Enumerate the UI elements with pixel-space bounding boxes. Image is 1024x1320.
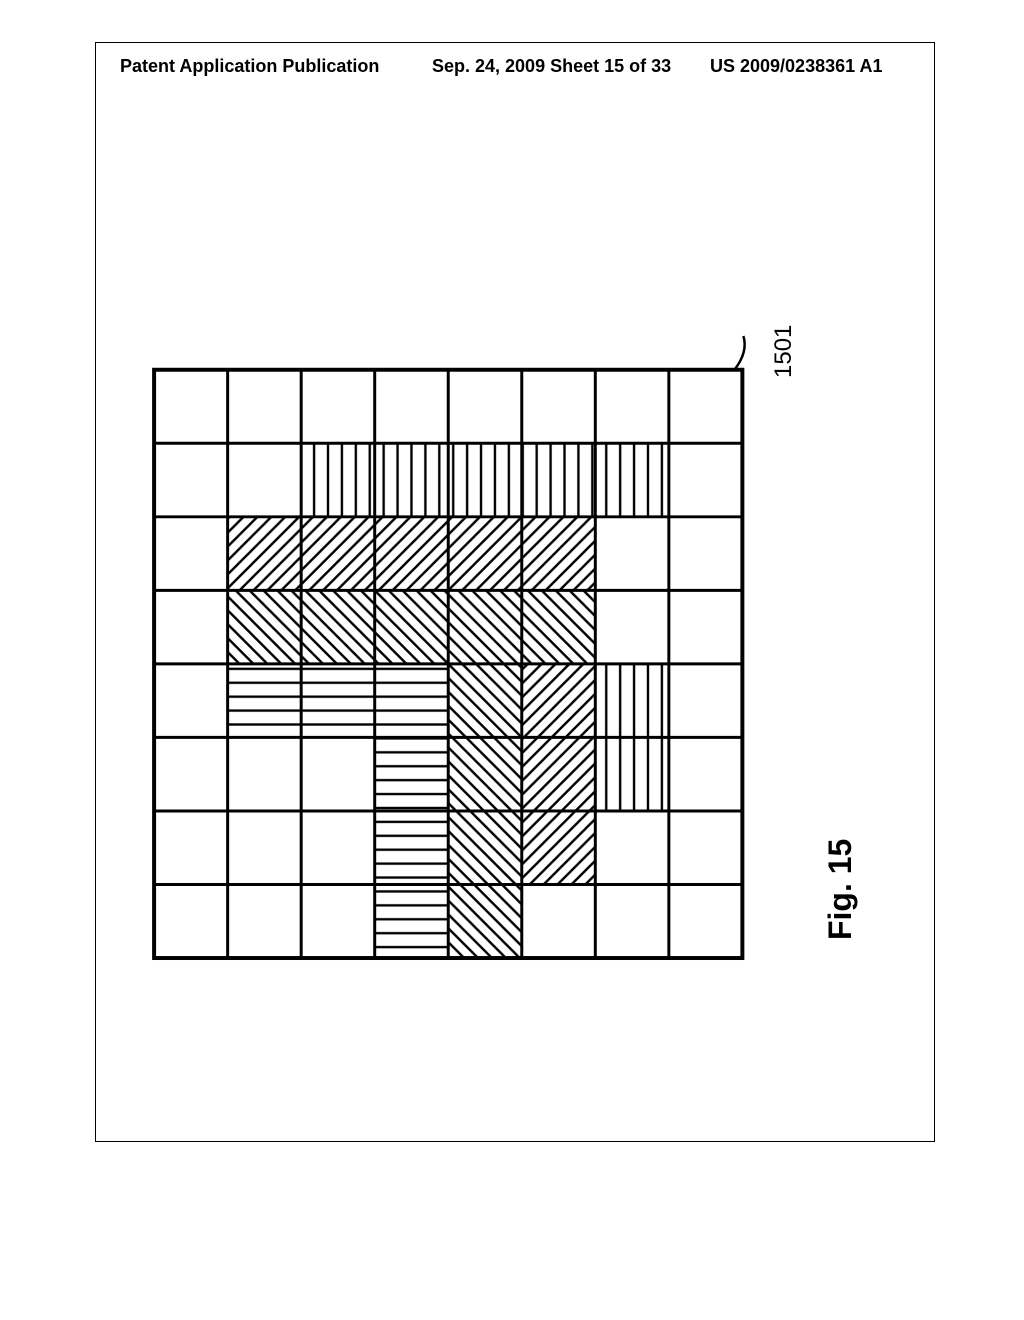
reference-numeral-1501: 1501 [770,325,798,378]
header-pubnumber: US 2009/0238361 A1 [710,56,882,77]
figure-caption: Fig. 15 [822,839,859,940]
header-publication: Patent Application Publication [120,56,379,77]
grid-diagram [150,330,822,962]
header-date-sheet: Sep. 24, 2009 Sheet 15 of 33 [432,56,671,77]
figure-15 [150,330,870,950]
